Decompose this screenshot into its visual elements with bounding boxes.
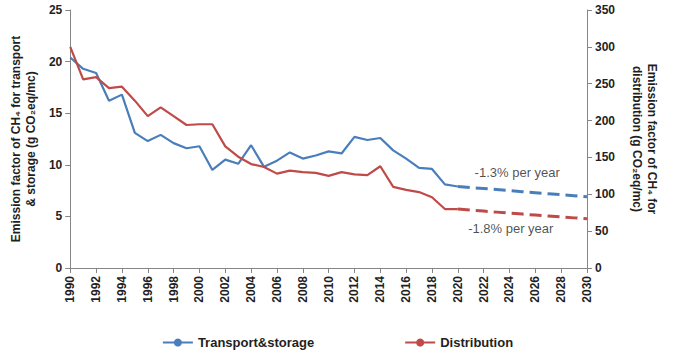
svg-text:100: 100 [595, 187, 615, 201]
svg-text:Emission factor of CH₄ for: Emission factor of CH₄ for [645, 64, 659, 215]
svg-text:250: 250 [595, 77, 615, 91]
svg-text:5: 5 [56, 209, 63, 223]
svg-text:50: 50 [595, 224, 609, 238]
svg-text:2018: 2018 [425, 276, 439, 303]
svg-text:1990: 1990 [63, 276, 77, 303]
svg-text:2002: 2002 [218, 276, 232, 303]
svg-text:2012: 2012 [347, 276, 361, 303]
svg-text:Emission factor of CH₄ for tra: Emission factor of CH₄ for transport [9, 36, 23, 242]
svg-text:2016: 2016 [399, 276, 413, 303]
svg-text:2028: 2028 [554, 276, 568, 303]
svg-text:2022: 2022 [477, 276, 491, 303]
svg-text:2020: 2020 [451, 276, 465, 303]
svg-text:Transport&storage: Transport&storage [198, 335, 314, 350]
svg-text:-1.3% per year: -1.3% per year [475, 165, 561, 180]
svg-text:10: 10 [49, 158, 63, 172]
svg-text:15: 15 [49, 106, 63, 120]
svg-text:1998: 1998 [167, 276, 181, 303]
svg-text:-1.8% per year: -1.8% per year [468, 221, 554, 236]
svg-text:2010: 2010 [322, 276, 336, 303]
svg-text:2014: 2014 [373, 276, 387, 303]
svg-text:25: 25 [49, 3, 63, 17]
svg-text:2026: 2026 [528, 276, 542, 303]
svg-text:1992: 1992 [89, 276, 103, 303]
svg-text:2024: 2024 [502, 276, 516, 303]
svg-text:200: 200 [595, 114, 615, 128]
svg-text:2030: 2030 [580, 276, 594, 303]
svg-text:1996: 1996 [141, 276, 155, 303]
svg-text:0: 0 [595, 261, 602, 275]
svg-text:20: 20 [49, 55, 63, 69]
svg-text:300: 300 [595, 40, 615, 54]
svg-text:& storage (g CO₂eq/mc): & storage (g CO₂eq/mc) [24, 71, 38, 206]
svg-text:0: 0 [56, 261, 63, 275]
svg-text:2008: 2008 [296, 276, 310, 303]
svg-text:2000: 2000 [192, 276, 206, 303]
svg-text:Distribution: Distribution [440, 335, 513, 350]
svg-text:2004: 2004 [244, 276, 258, 303]
svg-text:2006: 2006 [270, 276, 284, 303]
svg-text:150: 150 [595, 150, 615, 164]
svg-text:distribution (g CO₂eq/mc): distribution (g CO₂eq/mc) [630, 66, 644, 212]
svg-text:1994: 1994 [115, 276, 129, 303]
svg-text:350: 350 [595, 3, 615, 17]
